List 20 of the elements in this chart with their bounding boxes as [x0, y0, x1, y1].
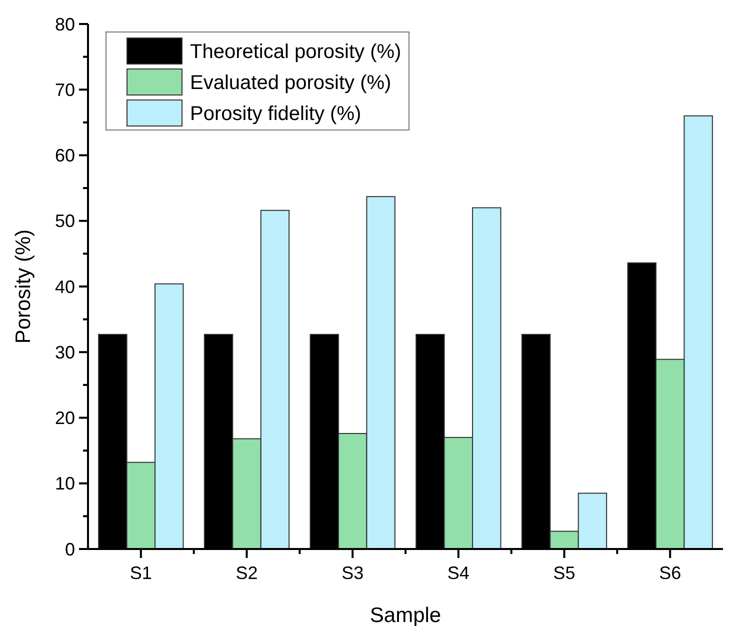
x-axis-title: Sample [370, 604, 442, 626]
y-tick-label: 10 [54, 474, 75, 494]
y-tick-label: 40 [54, 276, 75, 297]
y-tick-label: 60 [54, 146, 75, 166]
y-tick-label: 20 [54, 408, 75, 428]
y-tick-label: 0 [64, 539, 75, 560]
x-tick-label: S5 [553, 563, 576, 583]
x-tick-label: S1 [130, 563, 152, 583]
x-tick-label: S2 [236, 563, 258, 583]
legend-label: Evaluated porosity (%) [190, 72, 392, 94]
y-tick-label: 50 [54, 211, 75, 232]
y-tick-label: 70 [54, 80, 75, 100]
y-tick-label: 30 [54, 342, 75, 362]
x-tick-label: S4 [447, 563, 470, 583]
x-tick-label: S6 [659, 563, 682, 583]
legend-label: Porosity fidelity (%) [190, 103, 362, 125]
x-tick-label: S3 [342, 563, 364, 583]
y-tick-label: 80 [54, 14, 75, 34]
y-axis-title: Porosity (%) [12, 229, 35, 344]
legend-label: Theoretical porosity (%) [190, 41, 402, 63]
